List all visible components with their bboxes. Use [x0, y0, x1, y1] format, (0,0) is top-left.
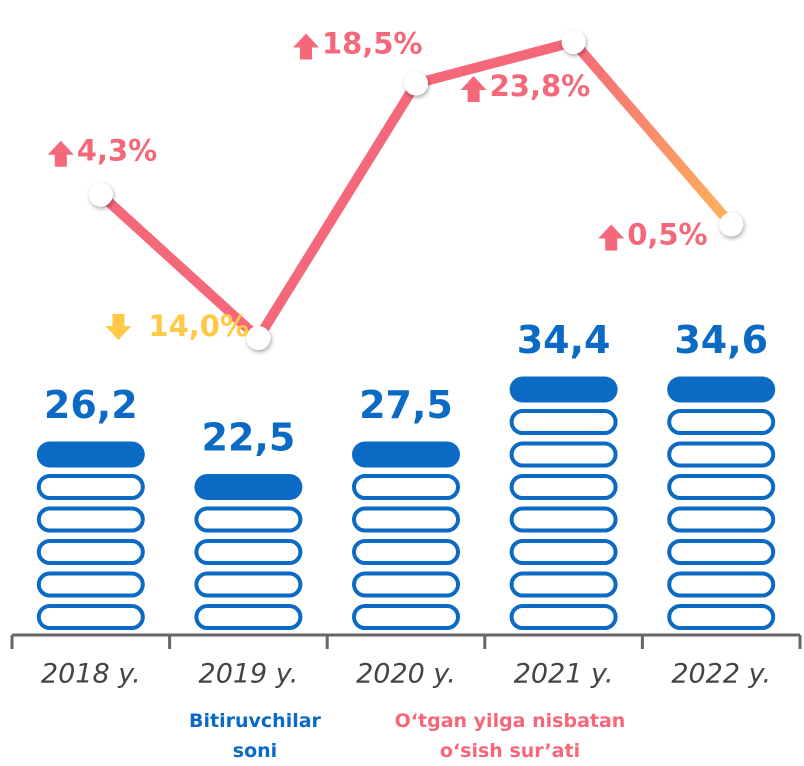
growth-point	[719, 212, 744, 237]
bar-segment	[667, 506, 776, 533]
bar-segment	[352, 474, 460, 500]
bar-segment	[36, 539, 145, 565]
bar-value-label: 22,5	[202, 416, 296, 460]
bar-segment	[352, 506, 460, 533]
bar-segment	[194, 604, 303, 630]
bar-value-label: 26,2	[44, 383, 138, 427]
bar	[194, 474, 303, 630]
bar-segment	[509, 539, 618, 565]
growth-point	[88, 182, 113, 207]
growth-line	[97, 37, 575, 343]
bar-segment	[194, 539, 303, 565]
growth-point	[404, 71, 428, 96]
bar-segment	[667, 571, 776, 598]
bar-cap	[509, 376, 618, 403]
bar-segment	[667, 409, 776, 435]
bar-segment	[352, 571, 460, 598]
bar-segment	[509, 506, 618, 533]
bar-segment	[194, 571, 303, 598]
bar-segment	[667, 539, 776, 565]
bar-segment	[352, 604, 460, 630]
x-tick-label: 2018 y.	[41, 659, 141, 690]
growth-value-label: 23,8%	[490, 69, 591, 103]
x-tick-label: 2019 y.	[199, 659, 299, 690]
bar	[352, 441, 460, 630]
bar-value-label: 34,4	[517, 318, 611, 362]
bar-segment	[36, 604, 145, 630]
bar	[509, 376, 618, 630]
growth-arrow	[293, 33, 319, 60]
bar-segment	[509, 441, 618, 468]
bar-cap	[194, 474, 303, 500]
bar-segment	[667, 604, 776, 630]
growth-value-label: 0,5%	[627, 217, 707, 251]
growth-point	[246, 326, 271, 350]
growth-line-tail	[568, 37, 737, 230]
bar-cap	[36, 441, 145, 468]
growth-value-label: 4,3%	[77, 134, 157, 168]
bar-segment	[509, 604, 618, 630]
bar-segment	[352, 539, 460, 565]
growth-point	[561, 30, 586, 54]
bar-segment	[36, 506, 145, 533]
bar-segment	[36, 474, 145, 500]
bar-segment	[667, 474, 776, 500]
bar-segment	[509, 474, 618, 500]
bar	[667, 376, 776, 630]
bar-cap	[667, 376, 776, 403]
growth-arrow	[598, 224, 625, 251]
bar-segment	[509, 571, 618, 598]
growth-arrow	[105, 314, 132, 340]
bar-value-label: 34,6	[674, 318, 768, 362]
x-tick-label: 2020 y.	[356, 659, 456, 690]
bar-segment	[36, 571, 145, 598]
x-tick-label: 2022 y.	[671, 659, 771, 690]
bar-value-label: 27,5	[359, 383, 453, 427]
growth-value-label: 14,0%	[148, 309, 249, 343]
bar-segment	[194, 506, 303, 533]
x-tick-label: 2021 y.	[514, 659, 614, 690]
legend-bars: Bitiruvchilar soni	[189, 710, 321, 762]
bar-segment	[509, 409, 618, 435]
bar-segment	[667, 441, 776, 468]
growth-arrow	[47, 140, 74, 167]
growth-value-label: 18,5%	[322, 27, 423, 61]
bar	[36, 441, 145, 630]
legend-line: O‘tgan yilga nisbatan o‘sish sur’ati	[394, 710, 626, 762]
bar-cap	[352, 441, 460, 468]
growth-arrow	[460, 76, 487, 102]
